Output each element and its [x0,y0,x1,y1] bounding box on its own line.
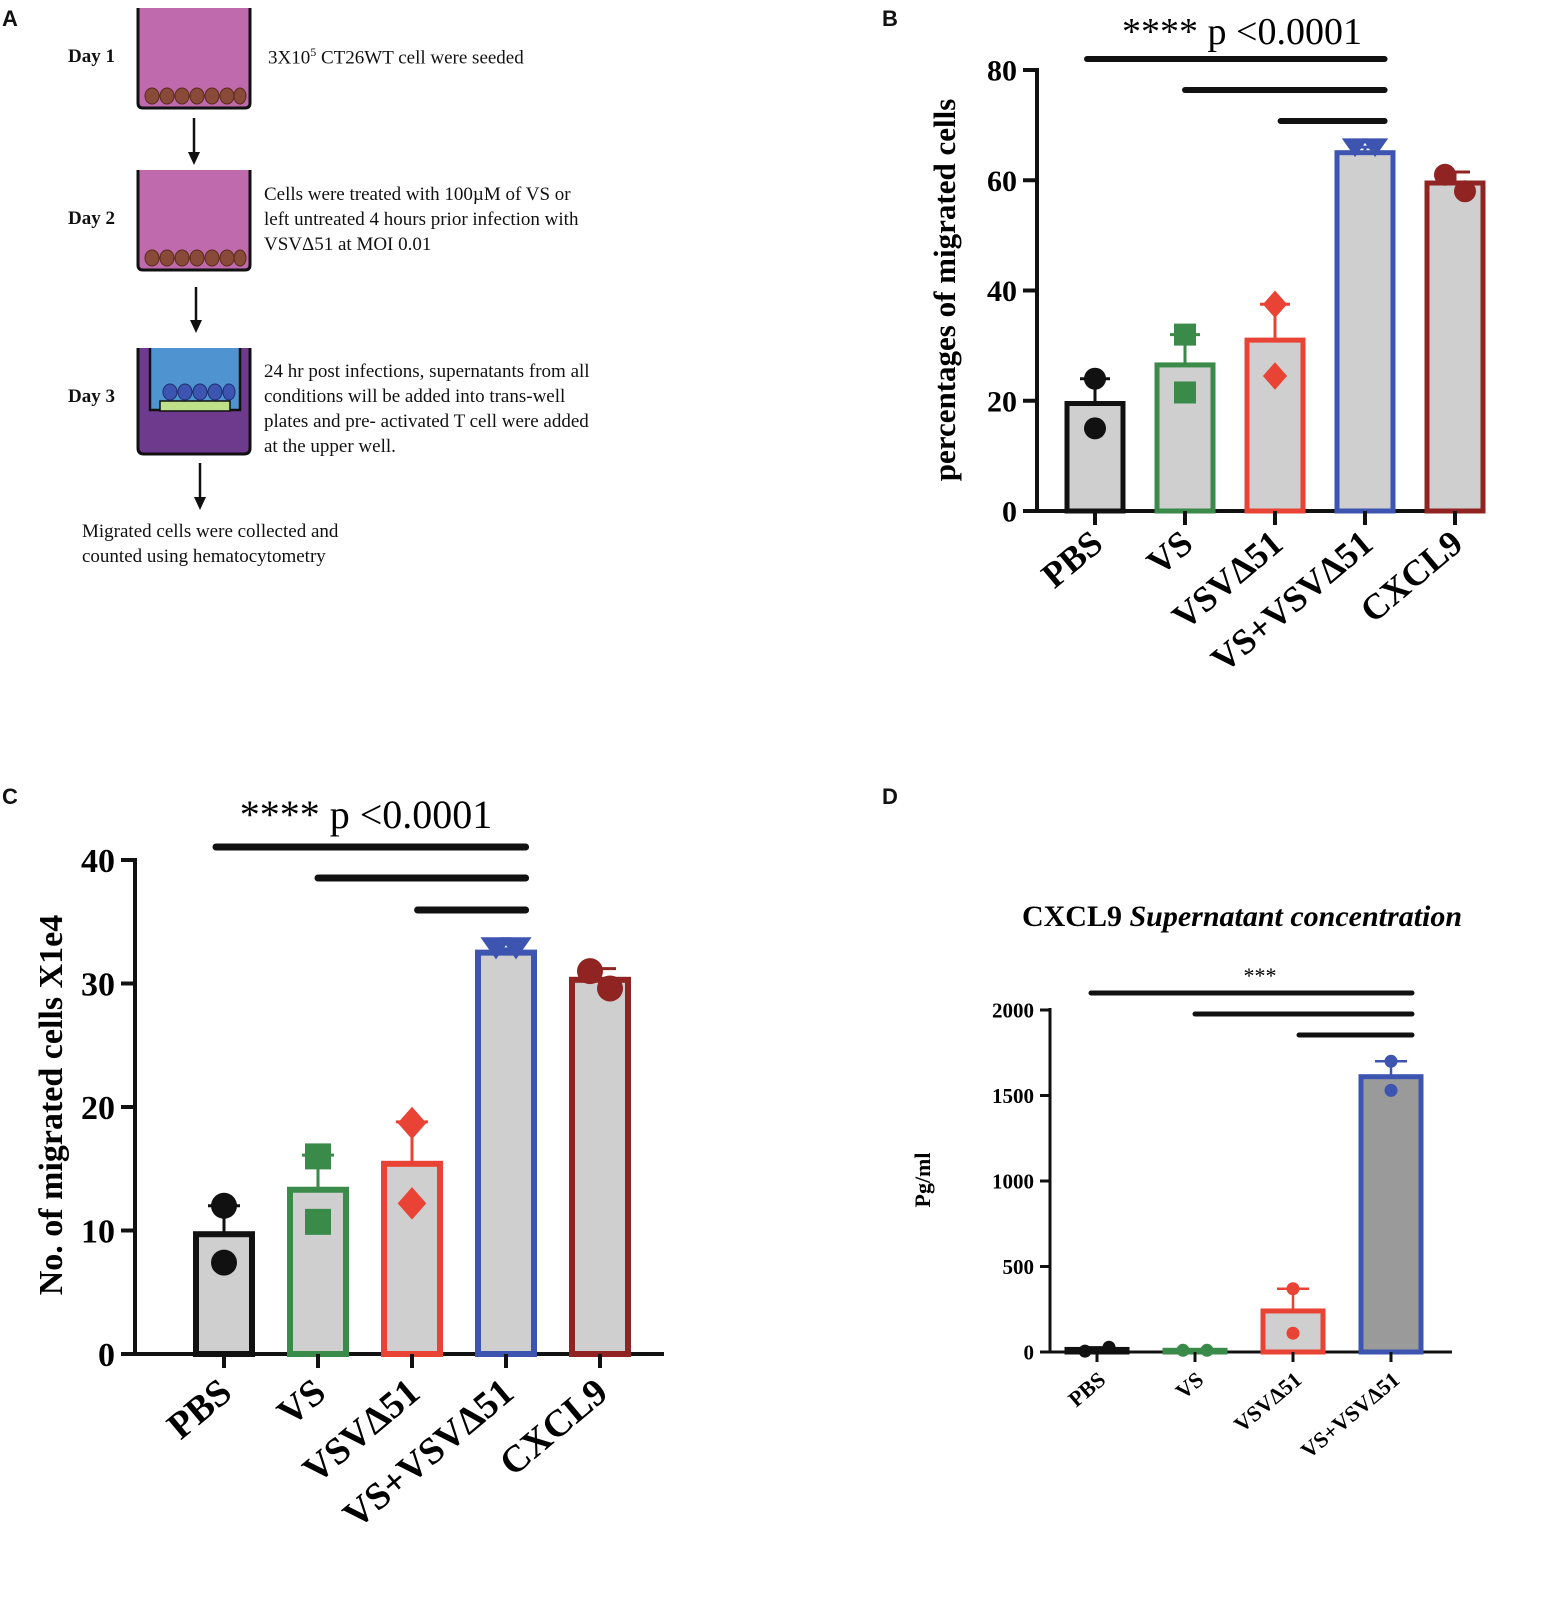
data-point [211,1249,237,1276]
chart-title: CXCL9 Supernatant concentration [1022,900,1462,933]
workflow-graphic [136,8,252,510]
y-tick-label: 1500 [992,1084,1034,1108]
step-3-text: 24 hr post infections, supernatants from… [264,361,590,457]
y-tick-label: 0 [1002,496,1017,529]
data-point [1454,180,1476,203]
y-tick-label: 40 [987,275,1017,308]
workflow-schematic: Day 1 3X105 CT26WT cell were seeded Day … [0,0,760,640]
data-point [1384,1083,1398,1097]
panel-label-a: A [2,6,18,31]
y-tick-label: 2000 [992,998,1034,1022]
step-1-text: 3X105 CT26WT cell were seeded [268,40,524,70]
arrow-3 [194,463,206,510]
chart-title-italic: Supernatant concentration [1129,900,1462,933]
data-point [211,1192,237,1219]
bar [569,976,631,1357]
arrow-2 [190,287,202,333]
data-point [1286,1282,1300,1296]
y-tick-label: 500 [1003,1255,1035,1279]
data-point [1434,163,1456,186]
chart-c: **** p <0.0001 0 10 20 30 40 No. of migrated c… [33,792,664,1537]
panel-label-d: D [882,784,898,809]
y-tick-label: 60 [987,165,1017,198]
data-point [305,1208,331,1235]
x-tick-label: VSVΔ51 [1229,1367,1306,1437]
data-point [397,1187,427,1220]
panel-label-c: C [2,784,18,809]
data-point [1174,381,1196,404]
data-point [1341,138,1369,158]
data-point [305,1143,331,1170]
x-tick-label: PBS [1063,1367,1110,1412]
data-point [1286,1326,1300,1340]
data-point [500,937,532,960]
data-point [1084,367,1106,390]
well-day-2 [136,170,252,272]
y-axis-label: percentages of migrated cells [927,99,962,482]
data-point [577,958,603,985]
y-tick-label: 20 [81,1090,115,1127]
step-1-superscript: 5 [310,45,317,59]
day-3-label: Day 3 [68,386,115,407]
y-tick-label: 20 [987,385,1017,418]
data-point [397,1106,427,1140]
well-day-1 [136,8,252,110]
x-tick-label: CXCL9 [1352,522,1470,630]
data-point [1102,1340,1116,1354]
bar [1358,1074,1424,1355]
y-tick-label: 80 [987,55,1017,88]
bar [475,949,537,1357]
significance-label: *** [1244,963,1277,988]
final-step-text: Migrated cells were collected and counte… [82,521,339,567]
panel-label-b: B [882,6,898,31]
data-point [1176,1343,1190,1357]
day-1-label: Day 1 [68,46,115,67]
data-point [1361,138,1389,158]
y-axis-label: No. of migrated cells X1e4 [33,915,70,1296]
x-tick-label: CXCL9 [492,1371,616,1485]
x-tick-label: VS [1139,522,1200,582]
y-axis-label: Pg/ml [910,1153,935,1208]
y-tick-label: 0 [1024,1340,1035,1364]
data-point [1078,1344,1092,1358]
chart-d: CXCL9 Supernatant concentration *** 0 500 10… [910,900,1462,1464]
data-point [480,937,512,960]
data-point [597,975,623,1002]
transwell-day-3 [136,348,252,456]
x-tick-label: VS+VSVΔ51 [1296,1367,1404,1464]
y-tick-label: 40 [81,843,115,880]
y-tick-label: 1000 [992,1169,1034,1193]
data-point [1262,290,1288,319]
bar [1424,180,1486,514]
y-tick-label: 30 [81,966,115,1003]
step-2-text: Cells were treated with 100µM of VS or l… [264,184,579,255]
bar [1260,1308,1326,1355]
significance-label: **** p <0.0001 [240,792,493,837]
x-tick-label: PBS [1034,522,1110,595]
bar [1064,1346,1130,1355]
chart-b: **** p <0.0001 0 20 40 60 80 percentages of mi… [927,11,1486,680]
x-tick-label: VS [270,1371,334,1434]
day-2-label: Day 2 [68,208,115,229]
step-1-text-after: CT26WT cell were seeded [316,47,524,69]
data-point [1200,1343,1214,1357]
bar [1334,150,1396,514]
y-tick-label: 0 [98,1337,115,1374]
x-tick-label: PBS [159,1371,239,1448]
y-tick-label: 10 [81,1213,115,1250]
data-point [1174,323,1196,346]
step-1-text-before: 3X10 [268,47,311,69]
arrow-1 [188,118,200,165]
data-point [1384,1054,1398,1068]
x-tick-label: VS [1171,1367,1209,1404]
significance-label: **** p <0.0001 [1122,11,1362,53]
data-point [1084,417,1106,440]
